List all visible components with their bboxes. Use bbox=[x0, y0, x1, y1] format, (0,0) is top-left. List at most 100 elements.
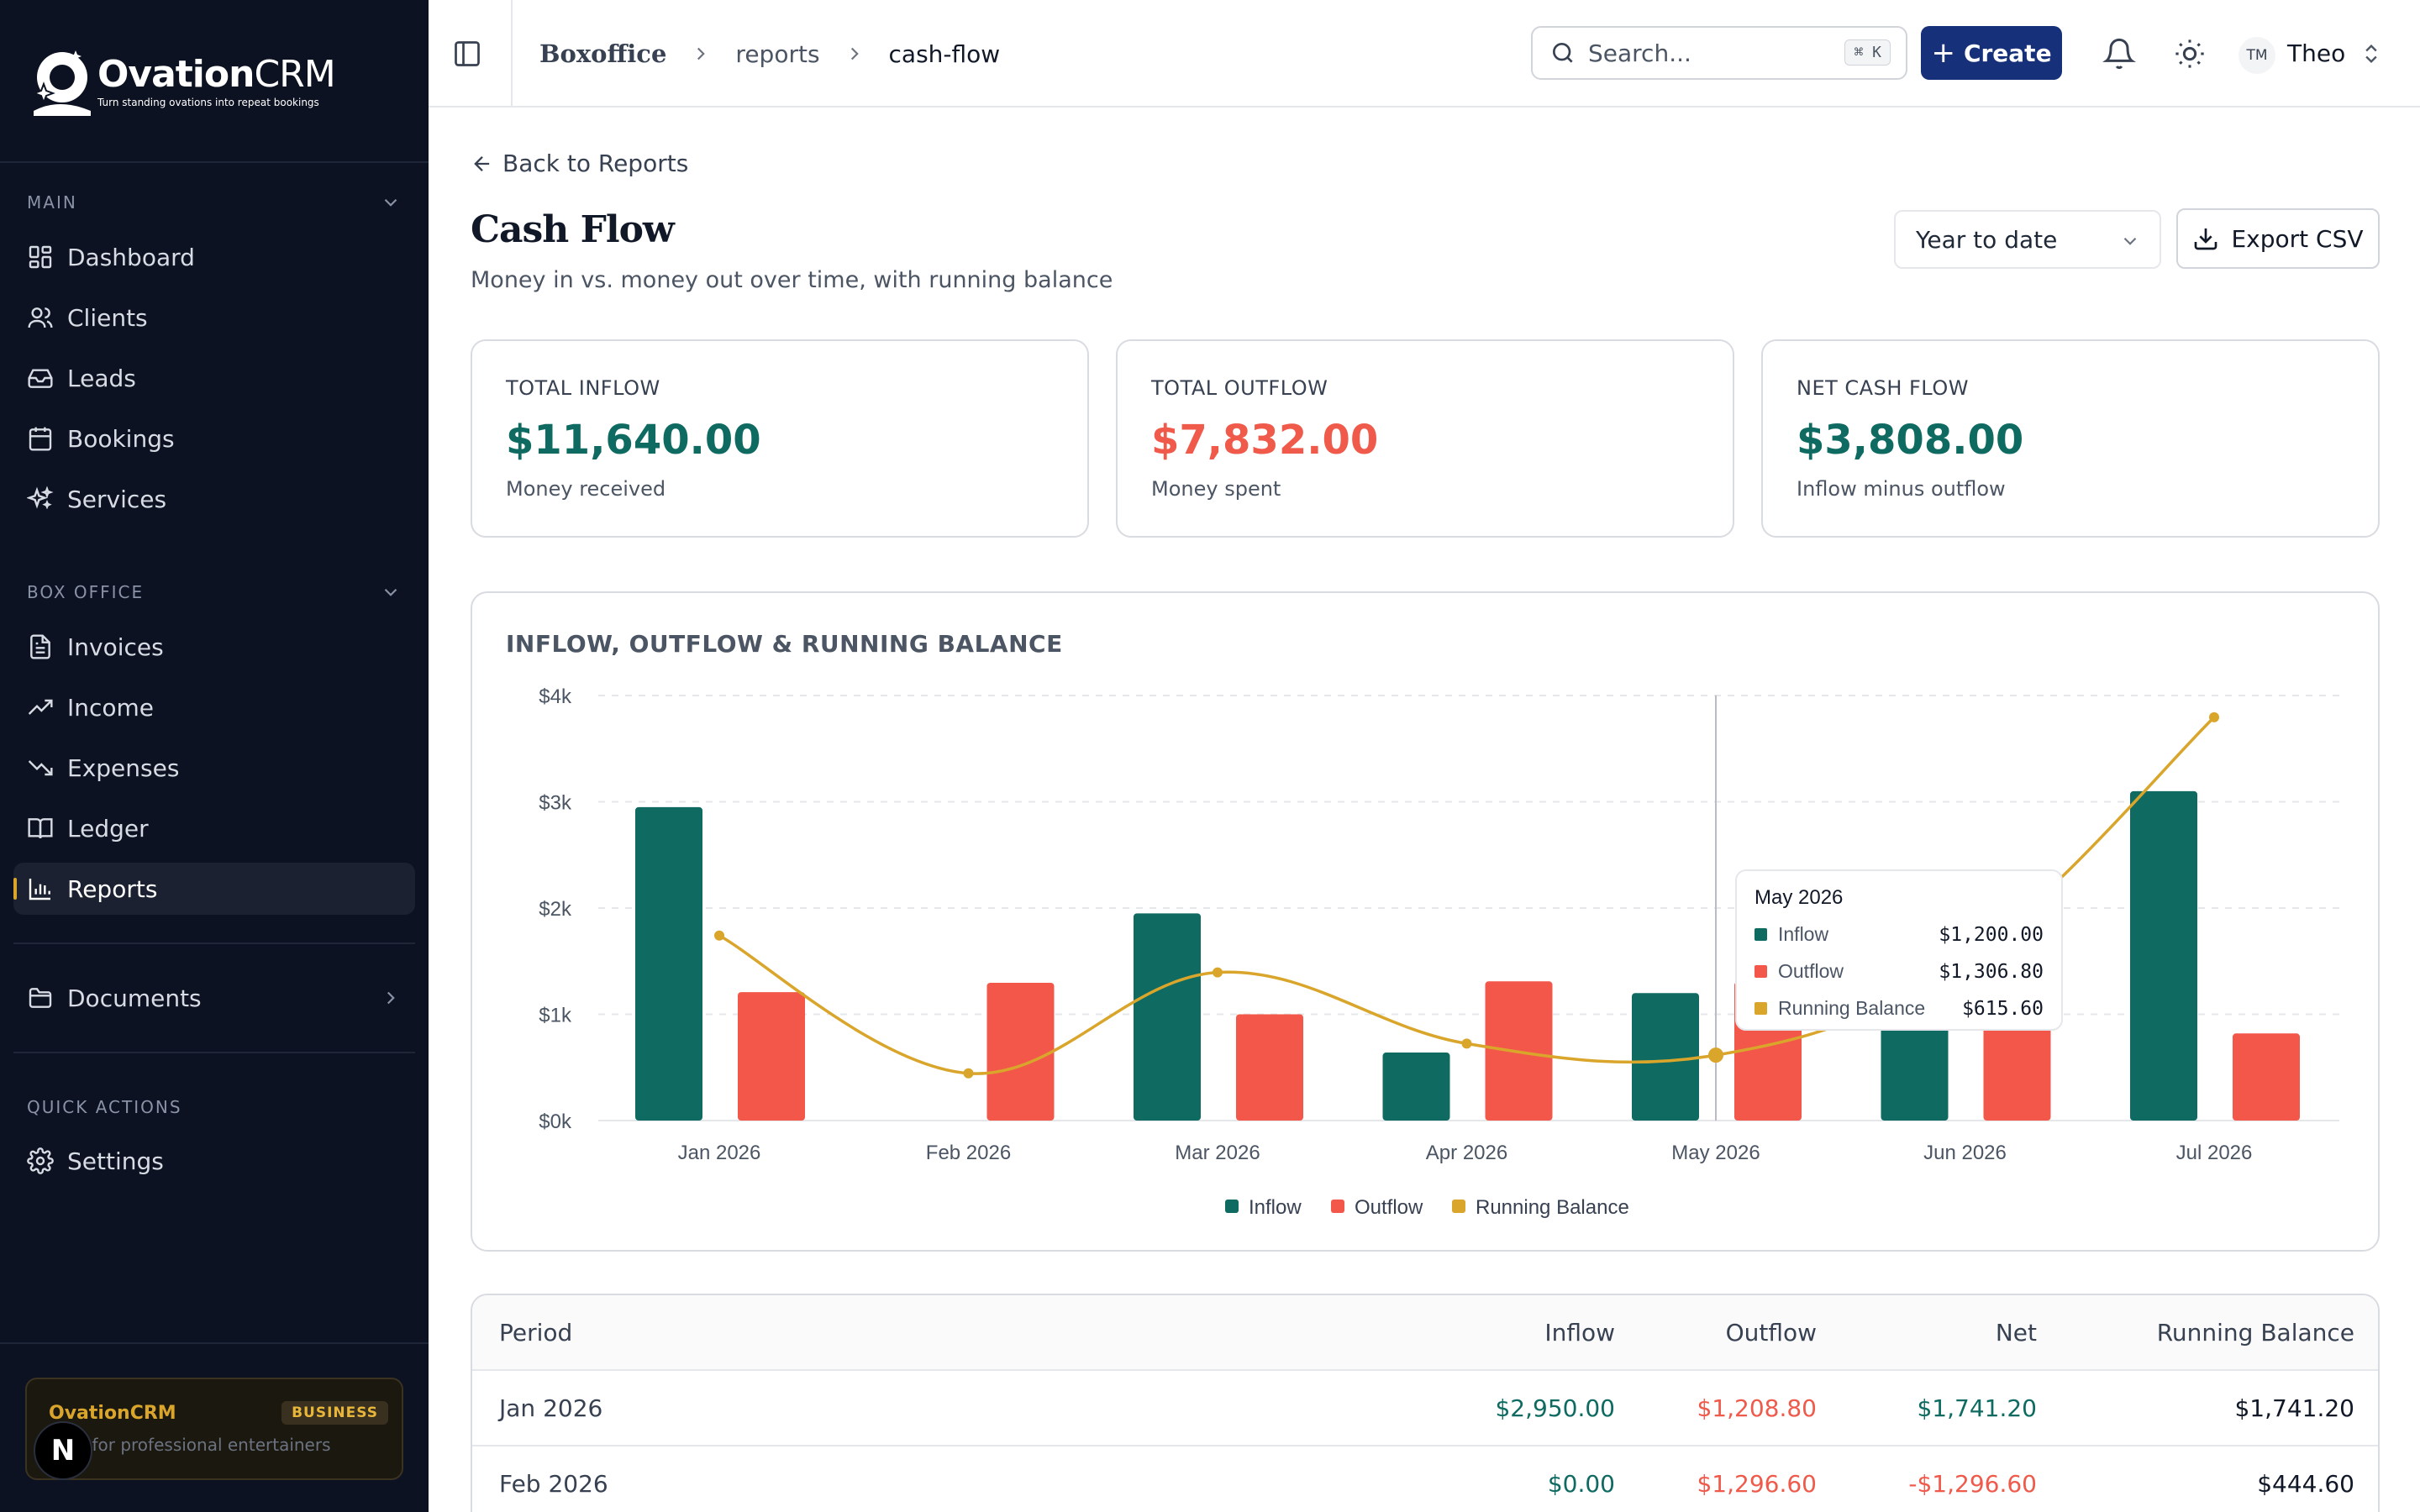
sidebar-item-label: Reports bbox=[67, 874, 158, 903]
tooltip-series-value: $615.60 bbox=[1962, 998, 2044, 1020]
running-balance-point[interactable] bbox=[2209, 711, 2219, 722]
cash-flow-table: Period Inflow Outflow Net Running Balance Jan… bbox=[471, 1294, 2380, 1512]
outflow-bar[interactable] bbox=[738, 992, 805, 1121]
outflow-bar[interactable] bbox=[1236, 1014, 1303, 1121]
stat-label: NET CASH FLOW bbox=[1797, 376, 1969, 400]
cell-net: $1,741.20 bbox=[1917, 1394, 2037, 1422]
inflow-bar[interactable] bbox=[2130, 790, 2197, 1121]
sidebar-item-settings[interactable]: Settings bbox=[13, 1135, 415, 1187]
sidebar-item-ledger[interactable]: Ledger bbox=[13, 802, 415, 854]
sidebar: OvationCRM Turn standing ovations into r… bbox=[0, 0, 429, 1512]
sidebar-item-invoices[interactable]: Invoices bbox=[13, 621, 415, 673]
outflow-bar[interactable] bbox=[2233, 1033, 2300, 1121]
bell-icon[interactable] bbox=[2102, 37, 2136, 71]
download-icon bbox=[2195, 228, 2217, 250]
sun-icon[interactable] bbox=[2173, 37, 2207, 71]
x-tick-label: Jun 2026 bbox=[1923, 1142, 2007, 1164]
chevron-updown-icon[interactable] bbox=[2360, 42, 2383, 66]
tooltip-series-value: $1,200.00 bbox=[1939, 924, 2044, 946]
tooltip-series-name: Running Balance bbox=[1778, 997, 1925, 1019]
cell-period: Feb 2026 bbox=[499, 1470, 608, 1498]
sidebar-item-reports[interactable]: Reports bbox=[13, 863, 415, 915]
column-header-inflow[interactable]: Inflow bbox=[1544, 1319, 1615, 1347]
sidebar-item-label: Bookings bbox=[67, 424, 175, 453]
export-csv-button[interactable]: Export CSV bbox=[2176, 208, 2380, 269]
running-balance-point[interactable] bbox=[963, 1068, 974, 1079]
sidebar-item-expenses[interactable]: Expenses bbox=[13, 742, 415, 794]
page-title: Cash Flow bbox=[471, 208, 675, 251]
export-label: Export CSV bbox=[2231, 224, 2364, 253]
sidebar-item-clients[interactable]: Clients bbox=[13, 291, 415, 344]
sidebar-item-dashboard[interactable]: Dashboard bbox=[13, 231, 415, 283]
running-balance-point[interactable] bbox=[1461, 1038, 1472, 1049]
stat-note: Money spent bbox=[1151, 477, 1281, 501]
legend-label: Inflow bbox=[1249, 1196, 1302, 1219]
folder-icon bbox=[29, 988, 52, 1008]
brand-logo[interactable]: OvationCRM Turn standing ovations into r… bbox=[25, 44, 336, 119]
topbar: Boxoffice reports cash-flow Search... ⌘ … bbox=[429, 0, 2420, 108]
tooltip-swatch bbox=[1754, 1002, 1767, 1015]
sidebar-item-label: Settings bbox=[67, 1147, 164, 1175]
section-boxoffice-header[interactable]: BOX OFFICE bbox=[27, 581, 402, 603]
running-balance-point[interactable] bbox=[1708, 1047, 1723, 1063]
outflow-bar[interactable] bbox=[986, 982, 1055, 1121]
sidebar-item-label: Income bbox=[67, 693, 155, 722]
outflow-bar[interactable] bbox=[1983, 1025, 2051, 1121]
breadcrumb-reports[interactable]: reports bbox=[735, 39, 820, 68]
table-row[interactable]: Feb 2026 $0.00 $1,296.60 -$1,296.60 $444.60 bbox=[472, 1446, 2378, 1512]
column-header-balance[interactable]: Running Balance bbox=[2156, 1319, 2354, 1347]
page-subtitle: Money in vs. money out over time, with r… bbox=[471, 267, 1113, 293]
y-tick-label: $4k bbox=[539, 685, 572, 708]
brand-name-thin: CRM bbox=[254, 53, 335, 96]
inflow-bar[interactable] bbox=[1382, 1053, 1450, 1121]
breadcrumb-boxoffice[interactable]: Boxoffice bbox=[539, 39, 667, 68]
column-header-period[interactable]: Period bbox=[499, 1319, 573, 1347]
sidebar-divider bbox=[13, 942, 415, 944]
user-name[interactable]: Theo bbox=[2287, 39, 2346, 67]
chevron-down-icon bbox=[2123, 237, 2137, 245]
inflow-bar[interactable] bbox=[1134, 913, 1201, 1121]
inflow-bar[interactable] bbox=[635, 806, 702, 1121]
create-button[interactable]: + Create bbox=[1921, 26, 2062, 80]
dev-tools-badge[interactable]: N bbox=[34, 1421, 92, 1480]
x-tick-label: Apr 2026 bbox=[1426, 1142, 1507, 1164]
running-balance-point[interactable] bbox=[1213, 967, 1223, 978]
dashboard-icon bbox=[29, 245, 52, 269]
table-row[interactable]: Jan 2026 $2,950.00 $1,208.80 $1,741.20 $1,74… bbox=[472, 1371, 2378, 1446]
sidebar-item-documents[interactable]: Documents bbox=[13, 972, 415, 1024]
brand-tagline: Turn standing ovations into repeat booki… bbox=[97, 97, 319, 108]
back-to-reports-link[interactable]: Back to Reports bbox=[471, 150, 688, 177]
column-header-outflow[interactable]: Outflow bbox=[1725, 1319, 1817, 1347]
inflow-bar[interactable] bbox=[1632, 993, 1699, 1121]
section-main-header[interactable]: MAIN bbox=[27, 192, 402, 213]
running-balance-point[interactable] bbox=[714, 930, 724, 941]
plan-badge: BUSINESS bbox=[281, 1401, 388, 1425]
cell-inflow: $2,950.00 bbox=[1495, 1394, 1615, 1422]
legend-swatch bbox=[1331, 1200, 1344, 1213]
plus-icon: + bbox=[1931, 36, 1955, 70]
period-value: Year to date bbox=[1916, 225, 2058, 254]
sidebar-item-leads[interactable]: Leads bbox=[13, 352, 415, 404]
cash-flow-chart[interactable]: $0k $1k $2k $3k $4k Jan 2026 Feb 2026 Mar 2026 A… bbox=[472, 593, 2381, 1253]
sidebar-toggle-icon[interactable] bbox=[452, 39, 482, 69]
tooltip-title: May 2026 bbox=[1754, 886, 1843, 909]
tooltip-series-value: $1,306.80 bbox=[1939, 961, 2044, 983]
gear-icon bbox=[27, 1147, 54, 1174]
cell-outflow: $1,296.60 bbox=[1697, 1470, 1817, 1498]
trending-down-icon bbox=[28, 760, 53, 776]
x-tick-label: Feb 2026 bbox=[926, 1142, 1011, 1164]
sidebar-item-bookings[interactable]: Bookings bbox=[13, 412, 415, 465]
create-label: Create bbox=[1963, 39, 2052, 67]
calendar-icon bbox=[29, 427, 52, 451]
search-icon bbox=[1553, 43, 1573, 63]
stat-card-total-inflow: TOTAL INFLOW $11,640.00 Money received bbox=[471, 339, 1089, 538]
chevron-right-icon bbox=[697, 47, 706, 60]
search-input[interactable]: Search... ⌘ K bbox=[1531, 26, 1907, 80]
sidebar-item-services[interactable]: Services bbox=[13, 473, 415, 525]
avatar[interactable]: TM bbox=[2238, 37, 2275, 74]
bar-chart-icon bbox=[29, 879, 50, 900]
period-select[interactable]: Year to date bbox=[1894, 210, 2161, 269]
column-header-net[interactable]: Net bbox=[1995, 1319, 2037, 1347]
sidebar-item-income[interactable]: Income bbox=[13, 681, 415, 733]
arrow-left-icon bbox=[474, 155, 490, 171]
